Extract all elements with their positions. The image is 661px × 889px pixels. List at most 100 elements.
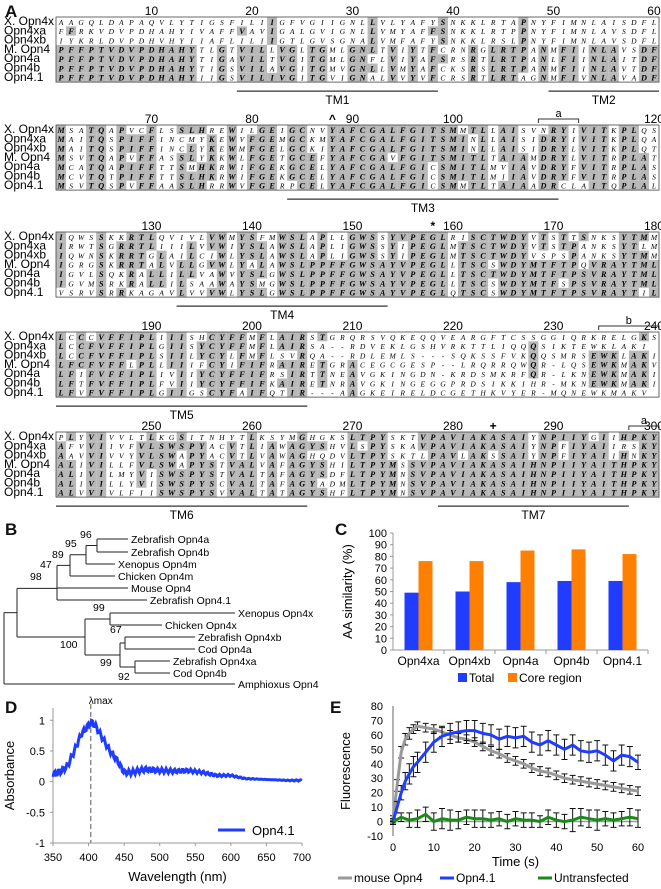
residue: V — [279, 46, 286, 55]
residue: Y — [521, 270, 527, 279]
residue: F — [118, 342, 125, 351]
conserved-cell — [86, 469, 97, 479]
residue: G — [340, 36, 346, 45]
residue: L — [248, 479, 254, 488]
residue: I — [521, 479, 526, 488]
residue: G — [430, 233, 436, 242]
residue: L — [349, 489, 355, 498]
residue: M — [238, 144, 246, 153]
residue: V — [199, 242, 205, 251]
conserved-cell — [236, 378, 247, 388]
conserved-cell — [518, 63, 529, 73]
conserved-cell — [608, 378, 619, 388]
conserved-cell — [226, 450, 237, 460]
species-label: Opn4b — [4, 476, 40, 490]
position-number: 290 — [543, 419, 563, 433]
residue: F — [641, 27, 647, 36]
residue: F — [118, 351, 125, 360]
residue: F — [148, 126, 155, 135]
residue: I — [571, 135, 575, 144]
residue: I — [571, 55, 576, 64]
residue: A — [469, 479, 476, 488]
residue: T — [491, 270, 497, 279]
residue: A — [268, 470, 275, 479]
conserved-cell — [246, 469, 257, 479]
residue: I — [420, 126, 425, 135]
residue: K — [640, 451, 647, 460]
conserved-cell — [136, 162, 147, 172]
residue: R — [580, 333, 586, 342]
conserved-cell — [337, 278, 348, 288]
species-label: M. Opn4 — [4, 150, 50, 164]
residue: A — [640, 182, 647, 191]
residue: M — [56, 135, 65, 144]
conserved-cell — [196, 171, 207, 181]
residue: Y — [531, 451, 536, 460]
residue: N — [208, 433, 215, 442]
conserved-cell — [226, 469, 237, 479]
residue: D — [108, 18, 115, 27]
residue: L — [570, 182, 575, 191]
conserved-cell — [588, 54, 599, 64]
residue: L — [611, 342, 616, 351]
conserved-cell — [86, 180, 97, 191]
residue: L — [148, 461, 154, 470]
conserved-cell — [347, 378, 358, 388]
residue: N — [449, 18, 456, 27]
conserved-cell — [598, 287, 609, 298]
residue: L — [249, 18, 254, 27]
residue: T — [631, 251, 637, 260]
residue: H — [530, 379, 537, 388]
residue: A — [278, 342, 285, 351]
conserved-cell — [196, 162, 207, 172]
conserved-cell — [246, 152, 257, 163]
residue: I — [460, 154, 465, 163]
residue: P — [571, 242, 577, 251]
residue: D — [539, 163, 546, 172]
residue: L — [299, 36, 304, 45]
conserved-cell — [458, 259, 469, 270]
residue: Y — [330, 154, 336, 163]
residue: V — [169, 370, 175, 379]
residue: R — [490, 18, 496, 27]
residue: V — [511, 351, 517, 360]
residue: T — [421, 46, 426, 55]
conserved-cell — [367, 487, 378, 498]
conserved-cell — [568, 432, 579, 442]
residue: L — [490, 64, 496, 73]
conserved-cell — [267, 125, 278, 135]
residue: T — [89, 242, 94, 251]
conserved-cell — [96, 54, 107, 64]
conserved-cell — [106, 378, 117, 388]
conserved-cell — [638, 441, 649, 451]
conserved-cell — [427, 259, 438, 270]
conserved-cell — [86, 369, 97, 379]
residue: G — [591, 433, 597, 442]
conserved-cell — [478, 143, 489, 153]
residue: I — [390, 389, 394, 398]
conserved-cell — [447, 487, 458, 498]
residue: E — [379, 342, 385, 351]
conserved-cell — [488, 72, 499, 83]
residue: G — [340, 27, 346, 36]
conserved-cell — [628, 487, 639, 498]
residue: D — [539, 182, 546, 191]
residue: L — [339, 55, 344, 64]
conserved-cell — [86, 432, 97, 442]
conserved-cell — [357, 432, 368, 442]
species-label: Opn4a — [4, 466, 40, 480]
conserved-cell — [347, 63, 358, 73]
conserved-cell — [146, 350, 157, 360]
residue: L — [651, 18, 656, 27]
residue: V — [441, 333, 447, 342]
residue: V — [79, 182, 85, 191]
residue: Q — [149, 18, 155, 27]
residue: S — [220, 18, 224, 27]
residue: R — [600, 289, 607, 298]
residue: I — [561, 479, 566, 488]
species-label: Opn4.1 — [4, 485, 44, 499]
conserved-cell — [246, 432, 257, 442]
residue: G — [350, 74, 356, 83]
bar-core-region — [622, 554, 637, 650]
